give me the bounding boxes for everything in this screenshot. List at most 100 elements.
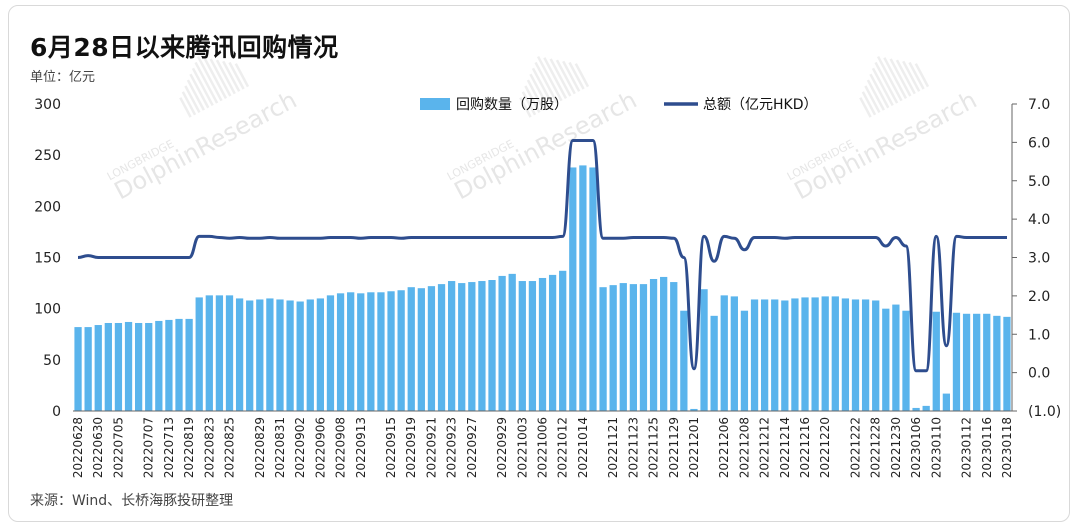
watermark-stripe [531,67,554,106]
watermark-stripe [876,55,903,102]
watermark-stripe [555,59,576,95]
x-tick-label: 20220823 [202,417,216,478]
x-tick-label: 20220906 [313,417,327,478]
x-tick-label: 20230110 [929,417,943,478]
watermark-stripe [534,61,559,104]
line-series [77,139,1007,373]
watermark-stripe [521,91,537,116]
watermark-stripe [526,79,545,111]
bar [579,165,587,411]
watermark-stripe [568,61,585,90]
bar [973,313,981,411]
bar [215,295,224,411]
bar-series [74,165,1011,411]
x-tick-label: 20220713 [162,417,176,478]
watermark-stripe [234,63,250,88]
bar [296,301,304,411]
watermark-stripe [179,97,192,118]
watermark-stripe [215,59,236,95]
bar [892,304,900,411]
x-tick-label: 20220902 [293,417,307,478]
watermark-stripe [864,85,881,114]
bar [235,298,244,411]
watermark-stripe [191,67,214,106]
y-tick-label: 100 [34,302,61,318]
y2-tick-label: (1.0) [1028,404,1061,420]
bar [710,315,718,411]
x-tick-label: 20220919 [404,417,418,478]
watermark-stripe [914,63,930,88]
legend-label-bar: 回购数量（万股） [456,97,568,113]
legend: 回购数量（万股） 总额（亿元HKD） [420,97,818,113]
x-tick-label: 20230116 [980,417,994,478]
x-tick-label: 20221014 [576,417,590,478]
y-tick-label: 0 [52,404,61,420]
bar [205,295,213,411]
bar [185,318,193,411]
watermark-stripe [189,73,210,109]
watermark-stripe [228,61,245,90]
x-tick-label: 20220707 [142,417,156,478]
bar [124,321,133,411]
y2-tick-label: 4.0 [1028,212,1050,228]
bar [508,273,516,411]
x-tick-label: 20220630 [91,417,105,478]
x-tick-label: 20221006 [536,417,550,478]
bar [801,297,809,411]
chart-title: 6月28日以来腾讯回购情况 [30,33,339,62]
x-tick-label: 20220825 [223,417,237,478]
x-tick-label: 20221212 [758,417,772,478]
bar [599,287,607,411]
bar [962,313,971,411]
bar [326,295,335,411]
watermark-stripe [209,58,232,97]
bar [942,393,951,411]
x-tick-label: 20220913 [354,417,368,478]
y2-tick-label: 7.0 [1028,97,1050,113]
x-tick-label: 20230118 [1000,417,1014,478]
x-tick-label: 20220908 [334,417,348,478]
bar [246,300,254,411]
watermark-stripe [181,91,197,116]
y2-tick-label: 1.0 [1028,327,1050,343]
watermark-stripe [203,57,228,99]
bar [993,315,1001,411]
x-tick-label: 20220831 [273,417,287,478]
watermark-stripe [196,55,223,102]
bar [1003,316,1011,411]
bar [397,290,405,411]
bar [447,281,456,411]
bar [791,298,799,411]
bar [740,310,749,411]
watermark-stripe [549,58,572,97]
bar [609,285,617,411]
x-tick-label: 20221228 [869,417,883,478]
bar [660,276,668,411]
y2-tick-label: 2.0 [1028,289,1050,305]
watermark-stripe [861,91,877,116]
x-tick-label: 20220921 [424,417,438,478]
bar [831,296,839,411]
bar [781,300,789,411]
y-tick-label: 150 [34,251,61,267]
watermark-stripe [874,61,899,104]
watermark-stripe [543,57,568,99]
bar [74,327,82,411]
legend-swatch-bar [420,98,450,110]
x-tick-label: 20221216 [798,417,812,478]
bar [548,274,557,411]
bar [155,320,163,411]
bar [882,308,890,411]
x-tick-label: 20220923 [445,417,459,478]
watermark-stripe [866,79,885,111]
bar [750,299,759,411]
x-tick-label: 20220927 [465,417,479,478]
x-tick-label: 20221012 [556,417,570,478]
bar [983,313,991,411]
x-tick-label: 20220915 [384,417,398,478]
bar [559,270,567,411]
y-tick-label: 250 [34,148,61,164]
bar [104,322,112,411]
bar [94,325,102,411]
